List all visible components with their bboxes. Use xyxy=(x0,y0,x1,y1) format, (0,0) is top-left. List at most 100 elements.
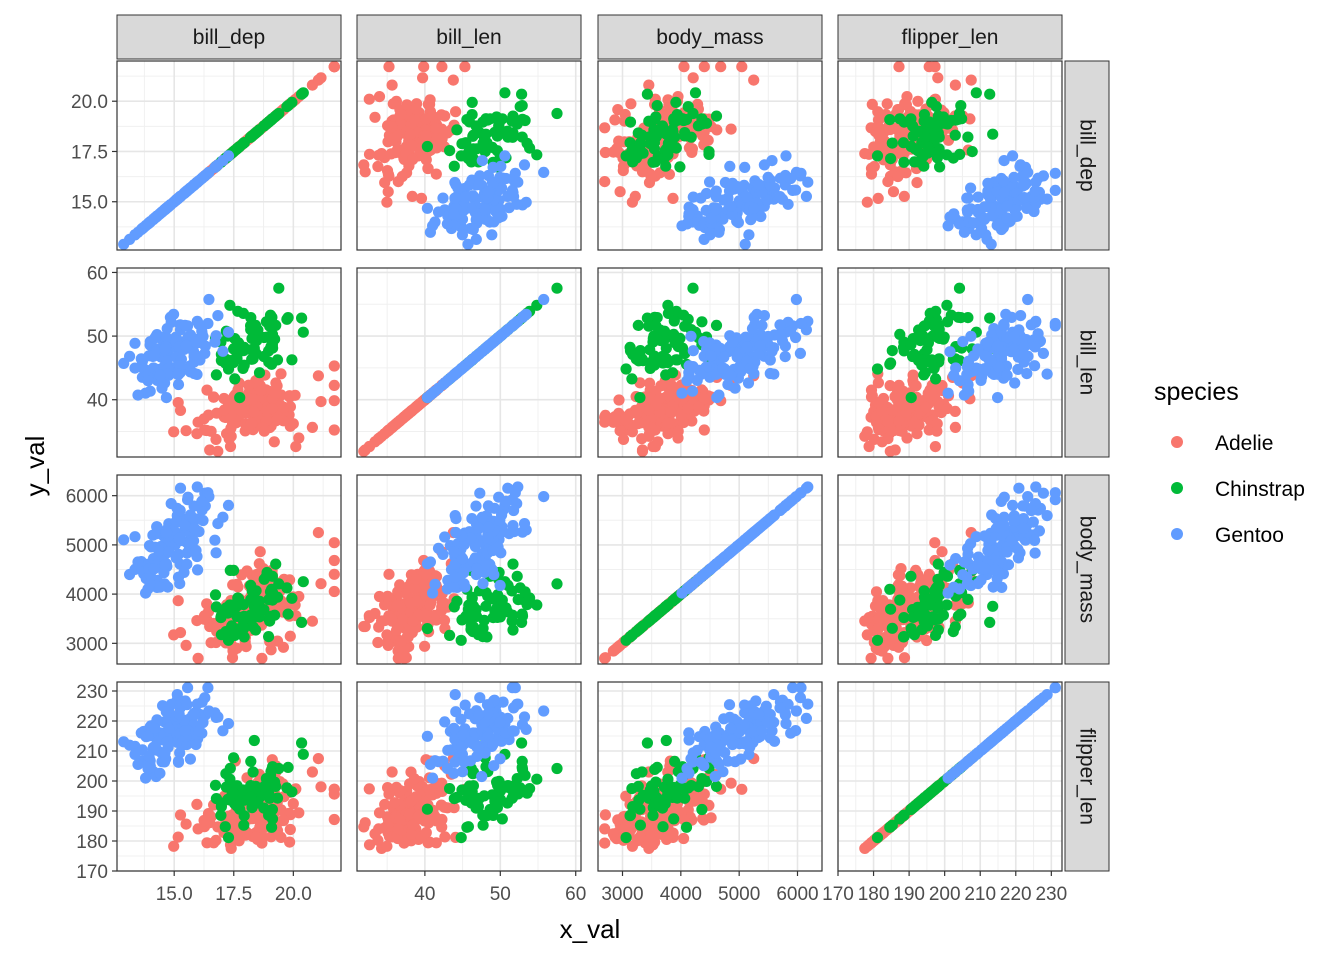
data-point xyxy=(238,819,250,831)
data-point xyxy=(266,358,278,370)
y-tick-label: 230 xyxy=(76,682,108,703)
data-point xyxy=(668,315,680,327)
data-point xyxy=(293,807,305,819)
data-point xyxy=(412,810,424,822)
data-point xyxy=(172,756,185,768)
data-point xyxy=(695,571,707,583)
data-point xyxy=(179,725,191,737)
data-point xyxy=(506,609,519,621)
data-point xyxy=(202,682,214,694)
data-point xyxy=(271,792,284,804)
data-point xyxy=(499,150,511,162)
data-point xyxy=(930,629,942,642)
data-point xyxy=(500,495,512,507)
data-point xyxy=(424,599,436,611)
data-point xyxy=(742,377,755,389)
data-point xyxy=(531,149,543,161)
data-point xyxy=(991,340,1004,352)
data-point xyxy=(154,369,166,381)
data-point xyxy=(905,339,917,351)
data-point xyxy=(165,498,177,510)
data-point xyxy=(494,579,506,592)
data-point xyxy=(942,220,954,232)
data-point xyxy=(437,192,449,204)
data-point xyxy=(1021,202,1033,214)
data-point xyxy=(630,152,643,164)
data-point xyxy=(599,122,611,134)
data-point xyxy=(250,831,262,843)
data-point xyxy=(625,98,637,110)
data-point xyxy=(466,513,478,525)
data-point xyxy=(938,331,950,343)
data-point xyxy=(683,369,695,381)
data-point xyxy=(1001,369,1013,381)
data-point xyxy=(447,74,459,86)
data-point xyxy=(286,592,298,604)
data-point xyxy=(459,61,471,73)
points xyxy=(118,282,340,457)
data-point xyxy=(652,436,664,448)
data-point xyxy=(372,160,384,173)
data-point xyxy=(643,404,655,416)
data-point xyxy=(129,748,141,761)
data-point xyxy=(662,299,674,311)
data-point xyxy=(982,177,994,189)
data-point xyxy=(422,162,434,175)
data-point xyxy=(774,319,786,331)
data-point xyxy=(289,389,301,401)
data-point xyxy=(482,532,494,544)
data-point xyxy=(173,708,185,720)
data-point xyxy=(430,168,442,180)
data-point xyxy=(382,120,394,132)
data-point xyxy=(407,819,419,831)
data-point xyxy=(449,192,461,204)
data-point xyxy=(710,203,722,216)
data-point xyxy=(668,113,680,125)
data-point xyxy=(386,766,398,778)
data-point xyxy=(209,534,221,546)
data-point xyxy=(660,160,672,172)
data-point xyxy=(261,331,273,343)
data-point xyxy=(650,111,662,123)
data-point xyxy=(898,631,910,643)
data-point xyxy=(404,597,416,609)
data-point xyxy=(415,192,428,204)
data-point xyxy=(142,763,154,775)
data-point xyxy=(449,368,461,380)
data-point xyxy=(698,61,710,73)
data-point xyxy=(439,531,451,543)
data-point xyxy=(987,581,999,593)
data-point xyxy=(872,192,884,204)
data-point xyxy=(220,768,232,780)
data-point xyxy=(482,521,495,533)
data-point xyxy=(1018,178,1030,191)
column-strip-body_mass: body_mass xyxy=(597,14,823,60)
data-point xyxy=(1029,547,1041,559)
data-point xyxy=(161,323,173,335)
data-point xyxy=(477,578,489,590)
data-point xyxy=(148,212,160,225)
data-point xyxy=(455,634,467,646)
data-point xyxy=(624,345,637,357)
points xyxy=(859,282,1061,457)
points xyxy=(118,682,340,855)
data-point xyxy=(961,571,973,583)
strip-background xyxy=(356,14,582,60)
data-point xyxy=(538,293,550,306)
data-point xyxy=(645,413,657,425)
data-point xyxy=(886,404,898,416)
data-point xyxy=(118,357,130,369)
data-point xyxy=(465,610,477,622)
data-point xyxy=(273,282,285,294)
data-point xyxy=(958,556,971,568)
data-point xyxy=(755,210,767,223)
data-point xyxy=(662,146,674,158)
data-point xyxy=(998,175,1010,187)
data-point xyxy=(132,389,144,401)
data-point xyxy=(937,609,950,621)
data-point xyxy=(922,337,935,349)
data-point xyxy=(614,186,626,198)
data-point xyxy=(228,817,240,829)
data-point xyxy=(193,318,205,330)
